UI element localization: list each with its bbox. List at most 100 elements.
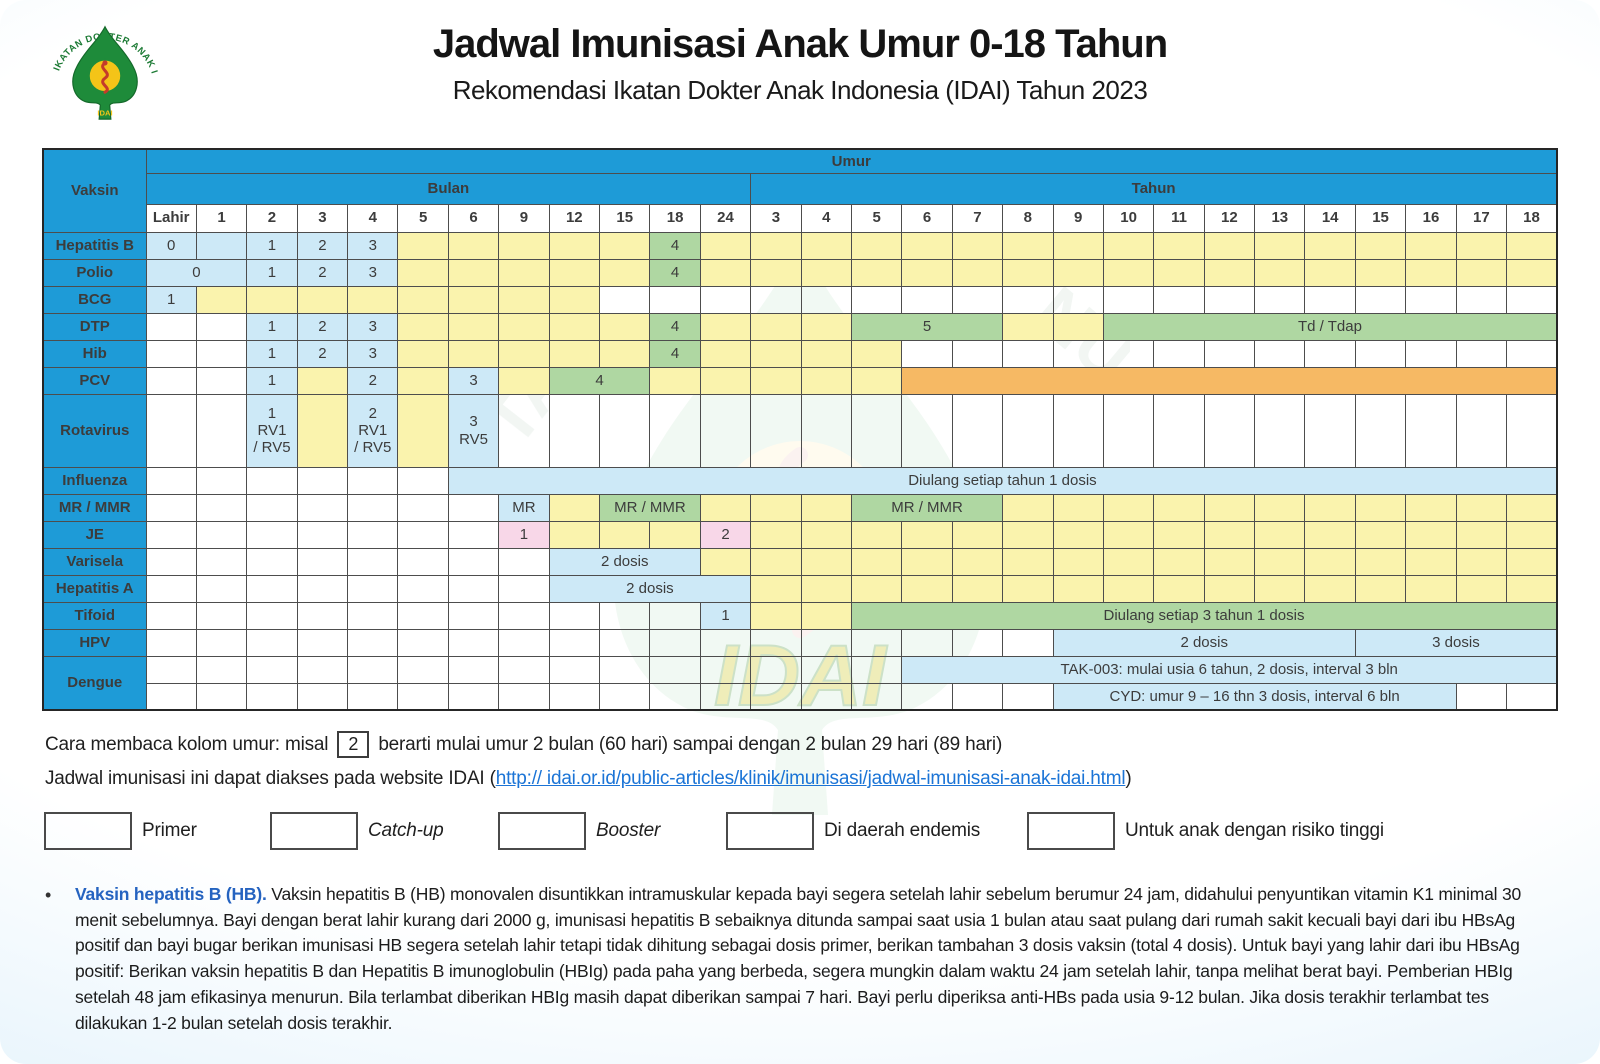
- cell: [145, 393, 197, 468]
- cell: [699, 312, 752, 341]
- vaccine-label: Hib: [42, 339, 147, 368]
- vaccine-label: Hepatitis A: [42, 574, 147, 603]
- cell: [447, 628, 500, 657]
- cell: 1: [145, 285, 197, 314]
- cell: [1052, 520, 1104, 549]
- cell: [951, 520, 1004, 549]
- cell: [145, 601, 197, 630]
- cell: [699, 231, 752, 260]
- cell: [1354, 258, 1407, 287]
- age-column-header: 8: [1002, 203, 1054, 233]
- cell: MR / MMR: [599, 493, 701, 522]
- cell: [1506, 493, 1558, 522]
- cell: [1455, 258, 1508, 287]
- cell: 1: [246, 312, 298, 341]
- age-column-header: 18: [1506, 203, 1558, 233]
- cell: [296, 366, 349, 395]
- cell: [1455, 285, 1508, 314]
- legend-item: Di daerah endemis: [726, 812, 980, 850]
- cell: [750, 339, 802, 368]
- cell: [1203, 574, 1256, 603]
- cell: TAK-003: mulai usia 6 tahun, 2 dosis, in…: [901, 655, 1558, 684]
- cell: [347, 493, 399, 522]
- age-column-header: 9: [498, 203, 550, 233]
- cell: [649, 285, 701, 314]
- cell: [850, 366, 903, 395]
- age-example-box: 2: [337, 731, 370, 758]
- cell: [1002, 258, 1054, 287]
- cell: 1: [699, 601, 752, 630]
- vaccine-label: HPV: [42, 628, 147, 657]
- cell: [347, 628, 399, 657]
- cell: [750, 682, 802, 711]
- age-column-header: 2: [246, 203, 298, 233]
- cell: 1: [246, 231, 298, 260]
- cell: [548, 285, 601, 314]
- cell: [498, 601, 550, 630]
- cell: [1153, 520, 1205, 549]
- cell: [850, 655, 903, 684]
- cell: 2: [296, 258, 349, 287]
- age-column-header: 12: [1203, 203, 1256, 233]
- legend-swatch: [726, 812, 814, 850]
- cell: [901, 285, 953, 314]
- age-column-header: 4: [347, 203, 399, 233]
- cell: [951, 547, 1004, 576]
- cell: [447, 682, 500, 711]
- cell: [1153, 393, 1205, 468]
- cell: [1304, 231, 1356, 260]
- cell: [750, 231, 802, 260]
- cell: [447, 601, 500, 630]
- cell: [548, 655, 601, 684]
- cell: [599, 682, 651, 711]
- cell: [1455, 231, 1508, 260]
- cell: [901, 574, 953, 603]
- cell: [397, 339, 449, 368]
- cell: [195, 628, 248, 657]
- cell: [447, 339, 500, 368]
- cell: [347, 682, 399, 711]
- cell: 4: [649, 258, 701, 287]
- cell: [1354, 393, 1407, 468]
- cell: [296, 628, 349, 657]
- cell: 0: [145, 258, 248, 287]
- cell: 2: [296, 339, 349, 368]
- cell: [1405, 574, 1457, 603]
- age-column-header: 6: [447, 203, 500, 233]
- cell: [800, 258, 852, 287]
- legend-swatch: [270, 812, 358, 850]
- cell: [296, 682, 349, 711]
- cell: 3 dosis: [1354, 628, 1558, 657]
- age-column-header: 3: [750, 203, 802, 233]
- cell: [599, 285, 651, 314]
- cell: [800, 682, 852, 711]
- cell: [246, 574, 298, 603]
- idai-website-link[interactable]: http:// idai.or.id/public-articles/klini…: [495, 768, 1126, 789]
- cell: [800, 231, 852, 260]
- cell: [649, 682, 701, 711]
- cell: [1002, 547, 1054, 576]
- cell: [599, 520, 651, 549]
- cell: [1153, 258, 1205, 287]
- vaccine-label: MR / MMR: [42, 493, 147, 522]
- cell: [246, 466, 298, 495]
- legend-item: Booster: [498, 812, 660, 850]
- cell: [1506, 258, 1558, 287]
- legend-label: Di daerah endemis: [824, 820, 981, 841]
- legend-label: Primer: [142, 820, 197, 841]
- cell: [599, 258, 651, 287]
- cell: [1002, 285, 1054, 314]
- cell: [447, 231, 500, 260]
- cell: [599, 628, 651, 657]
- cell: 1: [246, 258, 298, 287]
- cell: [296, 393, 349, 468]
- cell: [850, 520, 903, 549]
- bulan-header: Bulan: [145, 172, 752, 205]
- cell: [1254, 231, 1306, 260]
- cell: [195, 520, 248, 549]
- age-column-header: 9: [1052, 203, 1104, 233]
- cell: [1405, 285, 1457, 314]
- vaccine-label: Varisela: [42, 547, 147, 576]
- cell: [800, 285, 852, 314]
- cell: [498, 285, 550, 314]
